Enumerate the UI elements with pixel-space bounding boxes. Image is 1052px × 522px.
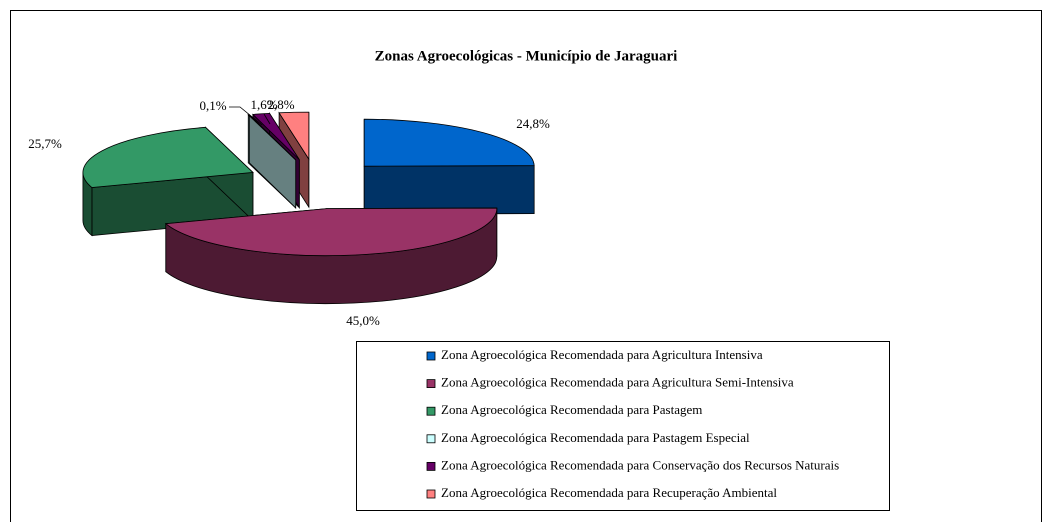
data-label: 1,6% bbox=[250, 97, 277, 112]
slice-top bbox=[363, 118, 535, 167]
legend-swatch bbox=[426, 351, 436, 361]
slice-side bbox=[363, 165, 535, 215]
chart-title: Zonas Agroecológicas - Município de Jara… bbox=[375, 48, 678, 64]
legend-label: Zona Agroecológica Recomendada para Agri… bbox=[441, 375, 794, 390]
data-label: 2,8% bbox=[267, 97, 294, 112]
legend-label: Zona Agroecológica Recomendada para Past… bbox=[441, 430, 750, 445]
legend-swatch bbox=[426, 406, 436, 416]
slice bbox=[164, 207, 498, 305]
slice-top bbox=[278, 111, 310, 161]
leader-line bbox=[263, 113, 271, 125]
slice-top bbox=[164, 207, 498, 257]
slice bbox=[247, 113, 297, 209]
legend-label: Zona Agroecológica Recomendada para Cons… bbox=[441, 457, 839, 472]
legend-label: Zona Agroecológica Recomendada para Past… bbox=[441, 402, 702, 417]
legend-box bbox=[356, 341, 890, 511]
slice-top bbox=[82, 126, 254, 188]
leader-line bbox=[229, 106, 263, 126]
legend-swatch bbox=[426, 489, 436, 499]
legend-label: Zona Agroecológica Recomendada para Recu… bbox=[441, 485, 777, 500]
slice bbox=[363, 118, 535, 215]
legend-label: Zona Agroecológica Recomendada para Agri… bbox=[441, 347, 763, 362]
legend-swatch bbox=[426, 434, 436, 444]
slice-top bbox=[251, 112, 300, 160]
pie bbox=[82, 111, 535, 305]
data-label: 0,1% bbox=[199, 98, 226, 113]
legend-swatch bbox=[426, 379, 436, 389]
data-label: 25,7% bbox=[28, 136, 62, 151]
data-label: 45,0% bbox=[346, 313, 380, 328]
legend-swatch bbox=[426, 461, 436, 471]
data-label: 24,8% bbox=[516, 116, 550, 131]
